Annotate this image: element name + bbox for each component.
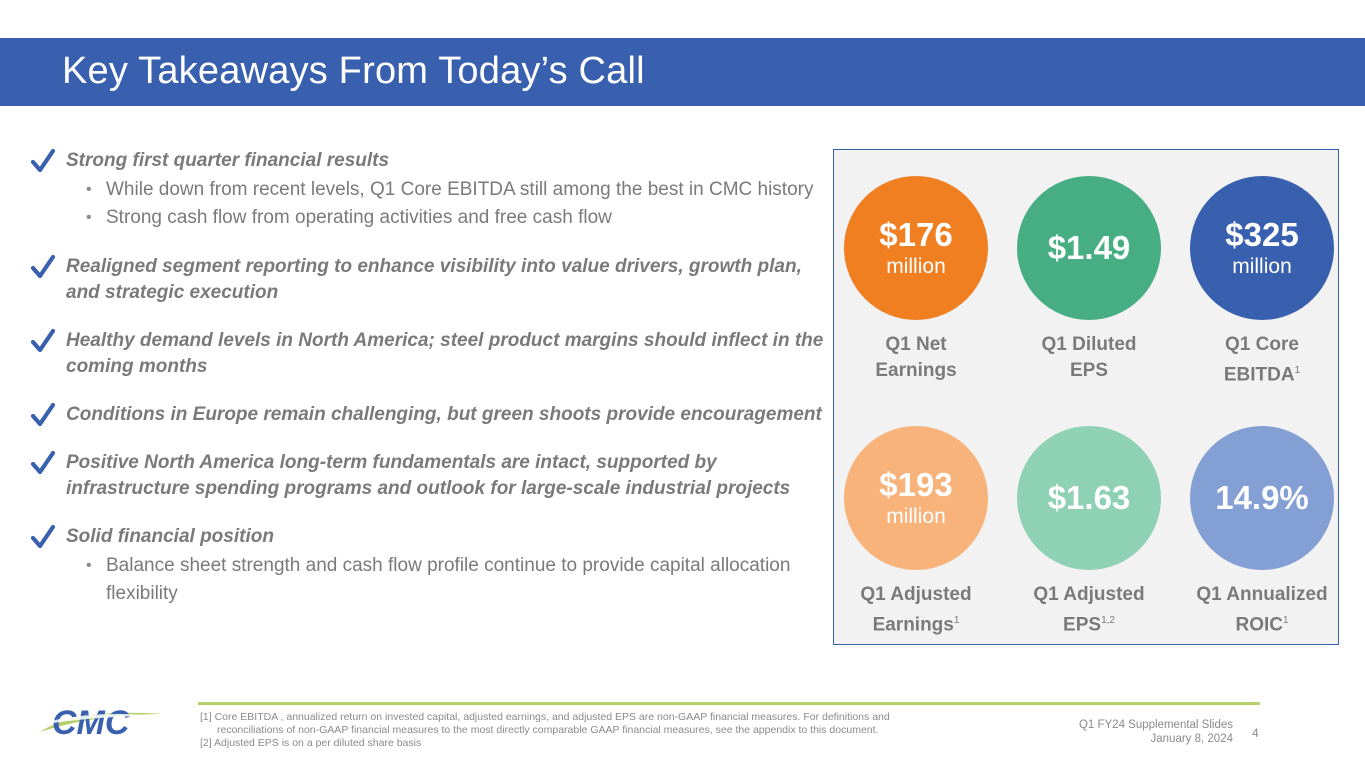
metric-value: $176	[879, 216, 953, 253]
checkmark-icon	[30, 524, 56, 550]
metric-unit: million	[886, 255, 946, 278]
metric-label: Q1 Net Earnings	[836, 332, 996, 384]
metric-circle: $176 million	[844, 176, 988, 320]
checkmark-icon	[30, 402, 56, 428]
checkmark-icon	[30, 148, 56, 174]
takeaway-heading: Conditions in Europe remain challenging,…	[66, 404, 822, 425]
metric-label-line1: Q1 Annualized	[1196, 584, 1328, 605]
takeaway-sub-item: Strong cash flow from operating activiti…	[66, 204, 830, 232]
metric-unit: million	[886, 505, 946, 528]
metric-card: $193 million Q1 Adjusted Earnings1	[836, 426, 996, 638]
metric-value: 14.9%	[1215, 479, 1309, 516]
metric-label-line2: Earnings	[872, 614, 954, 636]
footnote-2: [2] Adjusted EPS is on a per diluted sha…	[200, 737, 422, 749]
metric-circle: $325 million	[1190, 176, 1334, 320]
metric-circle: $193 million	[844, 426, 988, 570]
metric-footnote-ref: 1	[953, 615, 960, 626]
page-title: Key Takeaways From Today’s Call	[62, 50, 645, 92]
slide-date: January 8, 2024	[1150, 733, 1233, 745]
metric-label-line1: Q1 Adjusted	[1033, 584, 1145, 605]
metric-label-line2: EBITDA	[1223, 364, 1295, 386]
page-number: 4	[1252, 726, 1259, 740]
takeaway-item: Positive North America long-term fundame…	[30, 450, 830, 502]
takeaway-heading: Realigned segment reporting to enhance v…	[66, 256, 802, 303]
metric-label-line2: EPS	[1063, 614, 1102, 636]
checkmark-icon	[30, 254, 56, 280]
footnote-1-cont: reconciliations of non-GAAP financial me…	[217, 724, 879, 736]
metric-value: $193	[879, 466, 953, 503]
cmc-logo: CMC	[36, 698, 166, 742]
metric-label: Q1 Core EBITDA1	[1182, 332, 1342, 388]
metric-card: $176 million Q1 Net Earnings	[836, 176, 996, 384]
checkmark-icon	[30, 328, 56, 354]
metric-label-line2: ROIC	[1235, 614, 1283, 636]
metric-card: $1.63 Q1 Adjusted EPS1,2	[1009, 426, 1169, 638]
takeaways-list: Strong first quarter financial results Wh…	[30, 148, 830, 630]
footer-divider	[198, 702, 1260, 705]
metric-circle: $1.63	[1017, 426, 1161, 570]
slide-info: Q1 FY24 Supplemental Slides January 8, 2…	[1079, 718, 1233, 746]
takeaway-sub-list: While down from recent levels, Q1 Core E…	[66, 176, 830, 232]
metric-label: Q1 Diluted EPS	[1009, 332, 1169, 384]
metric-circle: $1.49	[1017, 176, 1161, 320]
footnotes: [1] Core EBITDA , annualized return on i…	[200, 711, 960, 750]
takeaway-item: Conditions in Europe remain challenging,…	[30, 402, 830, 428]
takeaway-heading: Healthy demand levels in North America; …	[66, 330, 824, 377]
takeaway-item: Realigned segment reporting to enhance v…	[30, 254, 830, 306]
metric-card: 14.9% Q1 Annualized ROIC1	[1182, 426, 1342, 638]
metric-label-line2: Earnings	[875, 360, 957, 381]
takeaway-sub-item: While down from recent levels, Q1 Core E…	[66, 176, 830, 204]
metric-footnote-ref: 1	[1282, 615, 1289, 626]
metric-card: $325 million Q1 Core EBITDA1	[1182, 176, 1342, 388]
metric-value: $1.49	[1047, 229, 1131, 266]
takeaway-heading: Positive North America long-term fundame…	[66, 452, 791, 499]
metric-footnote-ref: 1,2	[1101, 615, 1115, 626]
metric-label-line1: Q1 Adjusted	[860, 584, 972, 605]
metric-value: $1.63	[1047, 479, 1131, 516]
takeaway-heading: Strong first quarter financial results	[66, 150, 390, 171]
checkmark-icon	[30, 450, 56, 476]
metric-label-line1: Q1 Diluted	[1041, 334, 1137, 355]
metric-label: Q1 Annualized ROIC1	[1182, 582, 1342, 638]
metric-value: $325	[1225, 216, 1299, 253]
metric-label: Q1 Adjusted Earnings1	[836, 582, 996, 638]
footnote-1: [1] Core EBITDA , annualized return on i…	[200, 711, 890, 723]
takeaway-item: Strong first quarter financial results Wh…	[30, 148, 830, 232]
metric-label-line1: Q1 Core	[1225, 334, 1299, 355]
takeaway-item: Solid financial position Balance sheet st…	[30, 524, 830, 608]
metric-circle: 14.9%	[1190, 426, 1334, 570]
takeaway-item: Healthy demand levels in North America; …	[30, 328, 830, 380]
metric-label: Q1 Adjusted EPS1,2	[1009, 582, 1169, 638]
metric-label-line1: Q1 Net	[885, 334, 947, 355]
metric-card: $1.49 Q1 Diluted EPS	[1009, 176, 1169, 384]
slide-deck-title: Q1 FY24 Supplemental Slides	[1078, 719, 1233, 731]
logo-text: CMC	[52, 704, 130, 742]
takeaway-heading: Solid financial position	[66, 526, 274, 547]
takeaway-sub-list: Balance sheet strength and cash flow pro…	[66, 552, 830, 608]
metric-unit: million	[1232, 255, 1292, 278]
takeaway-sub-item: Balance sheet strength and cash flow pro…	[66, 552, 830, 608]
metric-footnote-ref: 1	[1294, 365, 1301, 376]
metric-label-line2: EPS	[1069, 360, 1109, 381]
title-bar: Key Takeaways From Today’s Call	[0, 38, 1365, 106]
metrics-panel: $176 million Q1 Net Earnings $1.49 Q1 Diluted…	[833, 149, 1339, 645]
